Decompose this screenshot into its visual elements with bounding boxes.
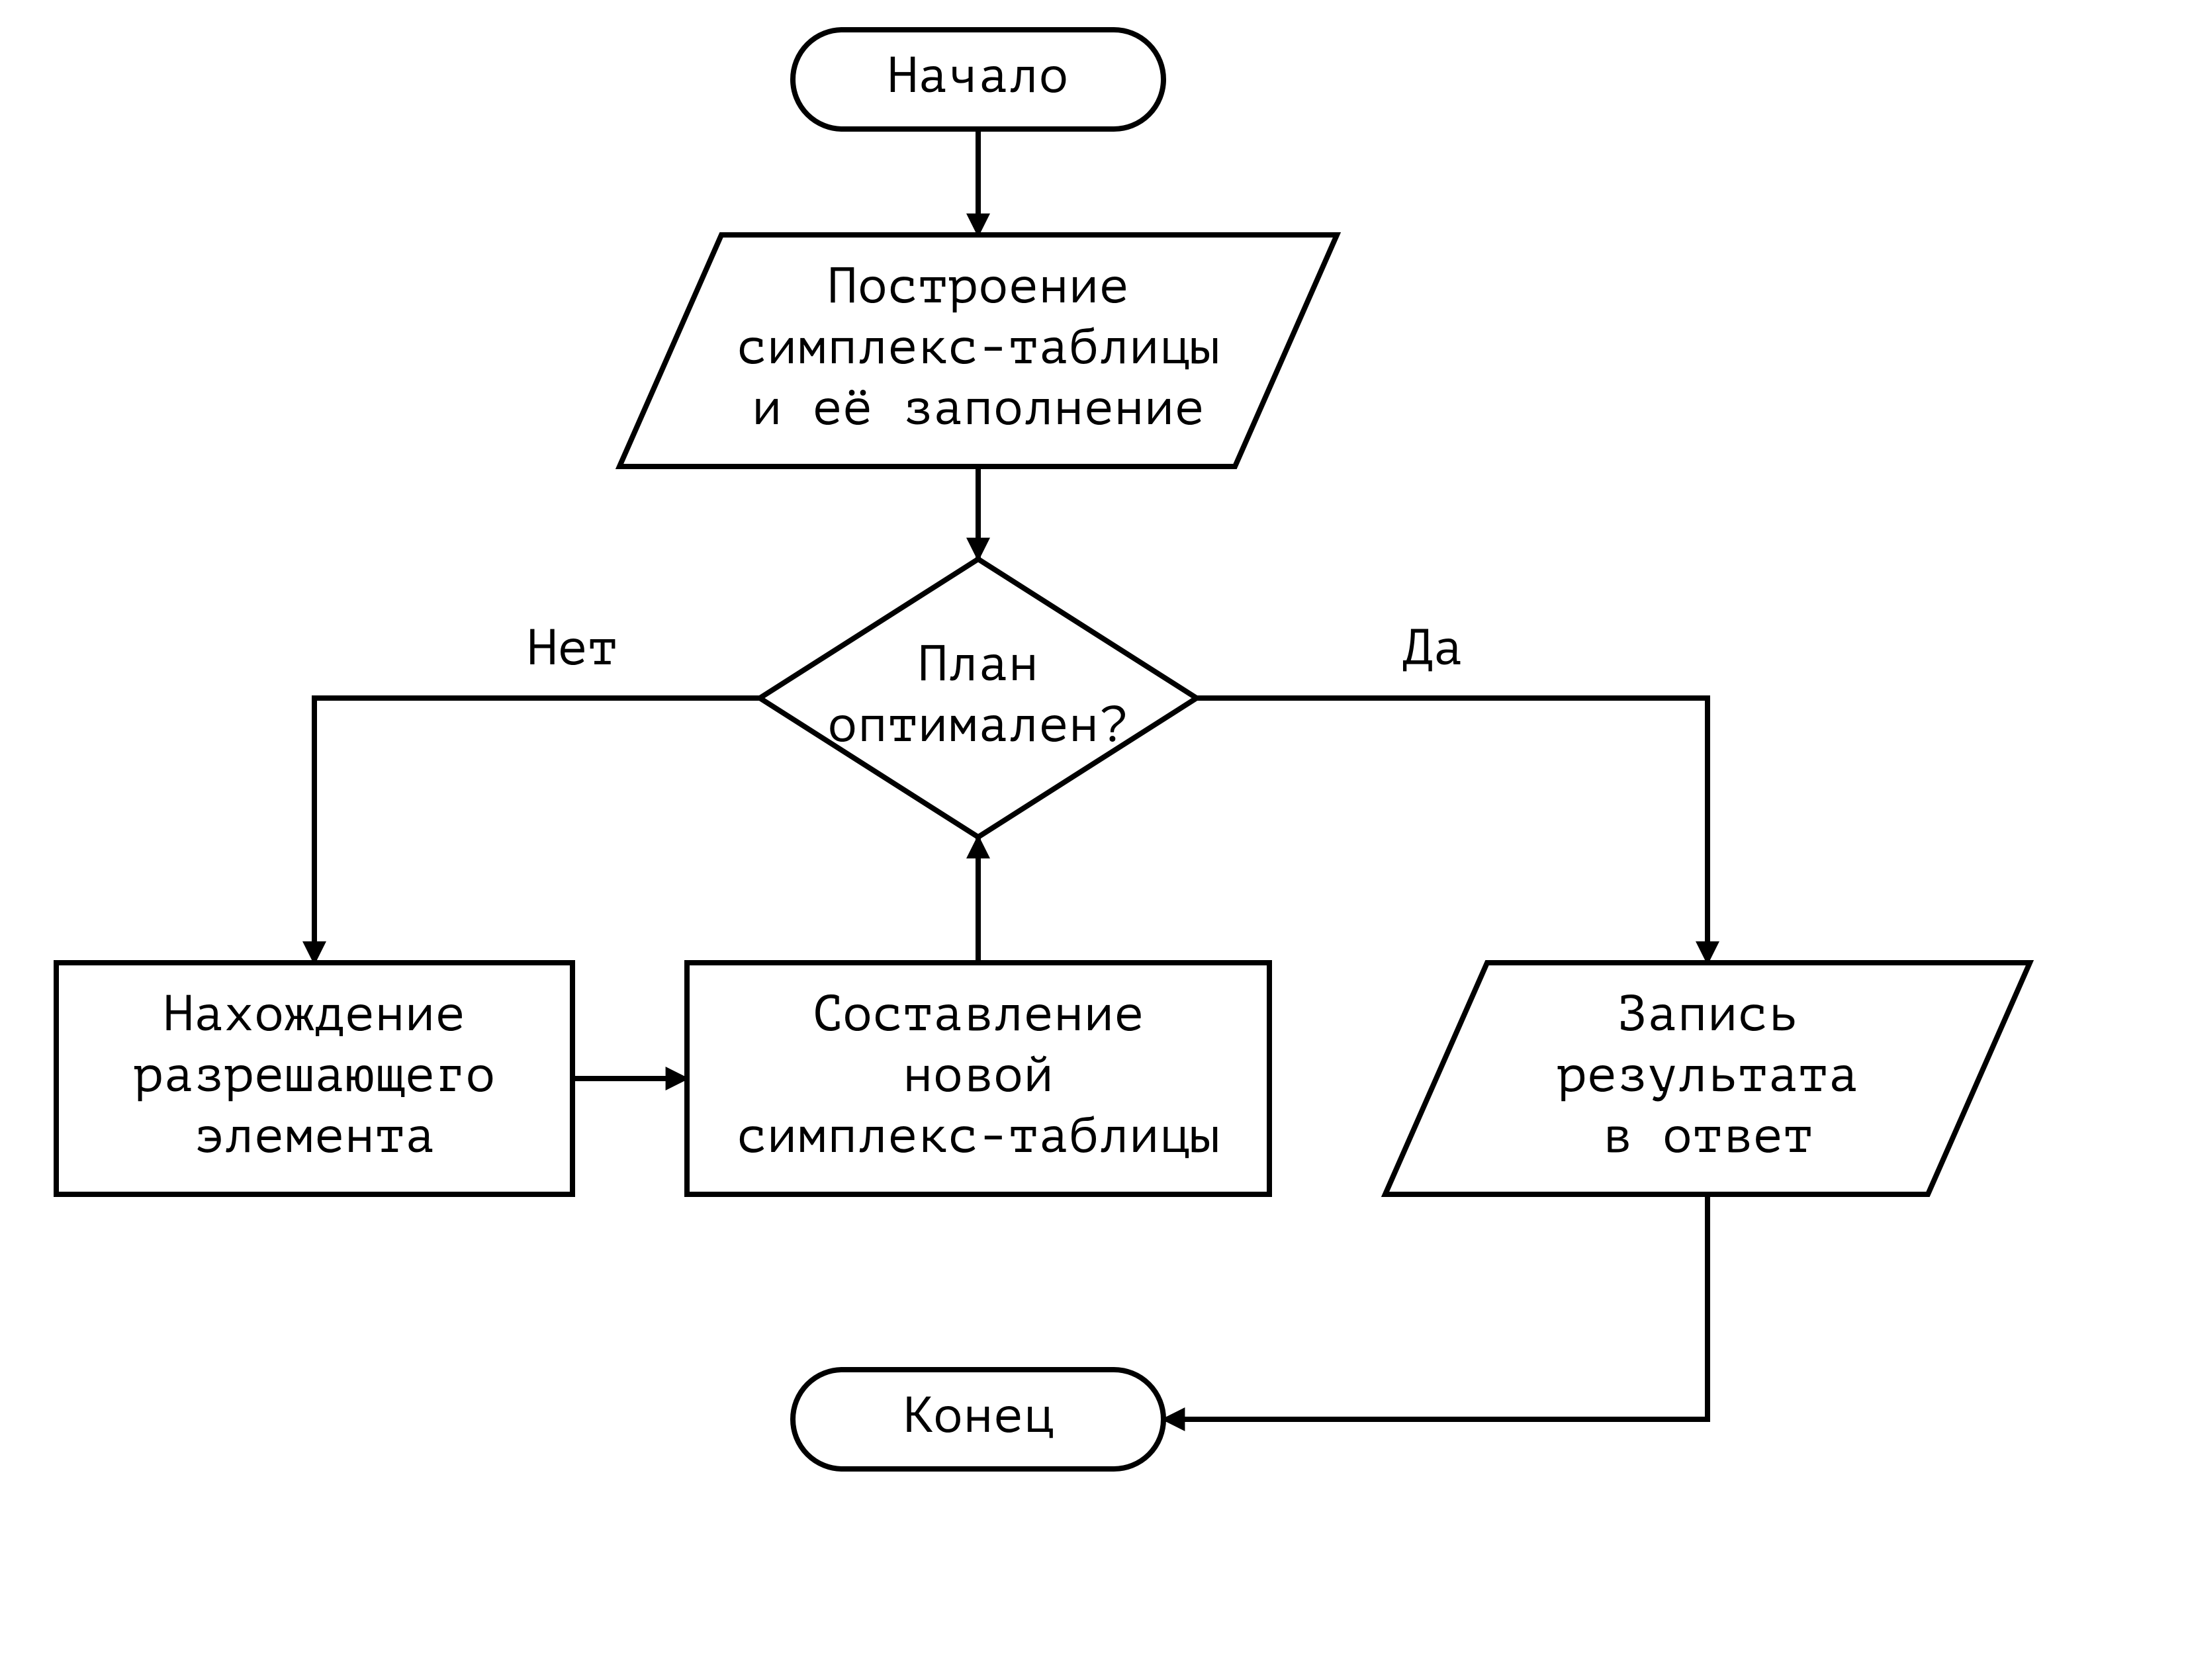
node-text-decide-0: План (918, 636, 1038, 692)
edge-write-end (1163, 1194, 1708, 1419)
node-text-write-2: в ответ (1602, 1108, 1813, 1164)
flowchart: НетДаНачалоПостроениесимплекс-таблицыи е… (0, 0, 2186, 1680)
node-text-compose-1: новой (903, 1047, 1054, 1103)
edge-decide-write (1197, 698, 1708, 963)
node-write: Записьрезультатав ответ (1385, 963, 2030, 1194)
node-start: Начало (793, 30, 1163, 129)
node-text-write-1: результата (1557, 1047, 1858, 1103)
node-build: Построениесимплекс-таблицыи её заполнени… (619, 235, 1337, 466)
node-text-decide-1: оптимален? (827, 697, 1129, 753)
node-text-compose-0: Составление (812, 986, 1144, 1042)
node-text-write-0: Запись (1617, 986, 1798, 1042)
node-text-end-0: Конец (903, 1388, 1054, 1444)
node-text-find-1: разрешающего (133, 1047, 495, 1103)
node-text-build-0: Построение (827, 258, 1129, 314)
edge-label-decide-find: Нет (527, 620, 618, 676)
node-text-build-2: и её заполнение (752, 380, 1205, 436)
node-decide: Планоптимален? (760, 559, 1197, 837)
node-text-find-0: Нахождение (163, 986, 465, 1042)
node-text-compose-2: симплекс-таблицы (737, 1108, 1220, 1164)
edge-decide-find (314, 698, 760, 963)
edge-label-decide-write: Да (1402, 620, 1463, 676)
node-text-find-2: элемента (194, 1108, 435, 1164)
node-compose: Составлениеновойсимплекс-таблицы (687, 963, 1269, 1194)
node-find: Нахождениеразрешающегоэлемента (56, 963, 572, 1194)
node-text-build-1: симплекс-таблицы (737, 319, 1220, 375)
nodes: НачалоПостроениесимплекс-таблицыи её зап… (56, 30, 2030, 1469)
node-end: Конец (793, 1370, 1163, 1469)
node-text-start-0: Начало (888, 48, 1069, 104)
